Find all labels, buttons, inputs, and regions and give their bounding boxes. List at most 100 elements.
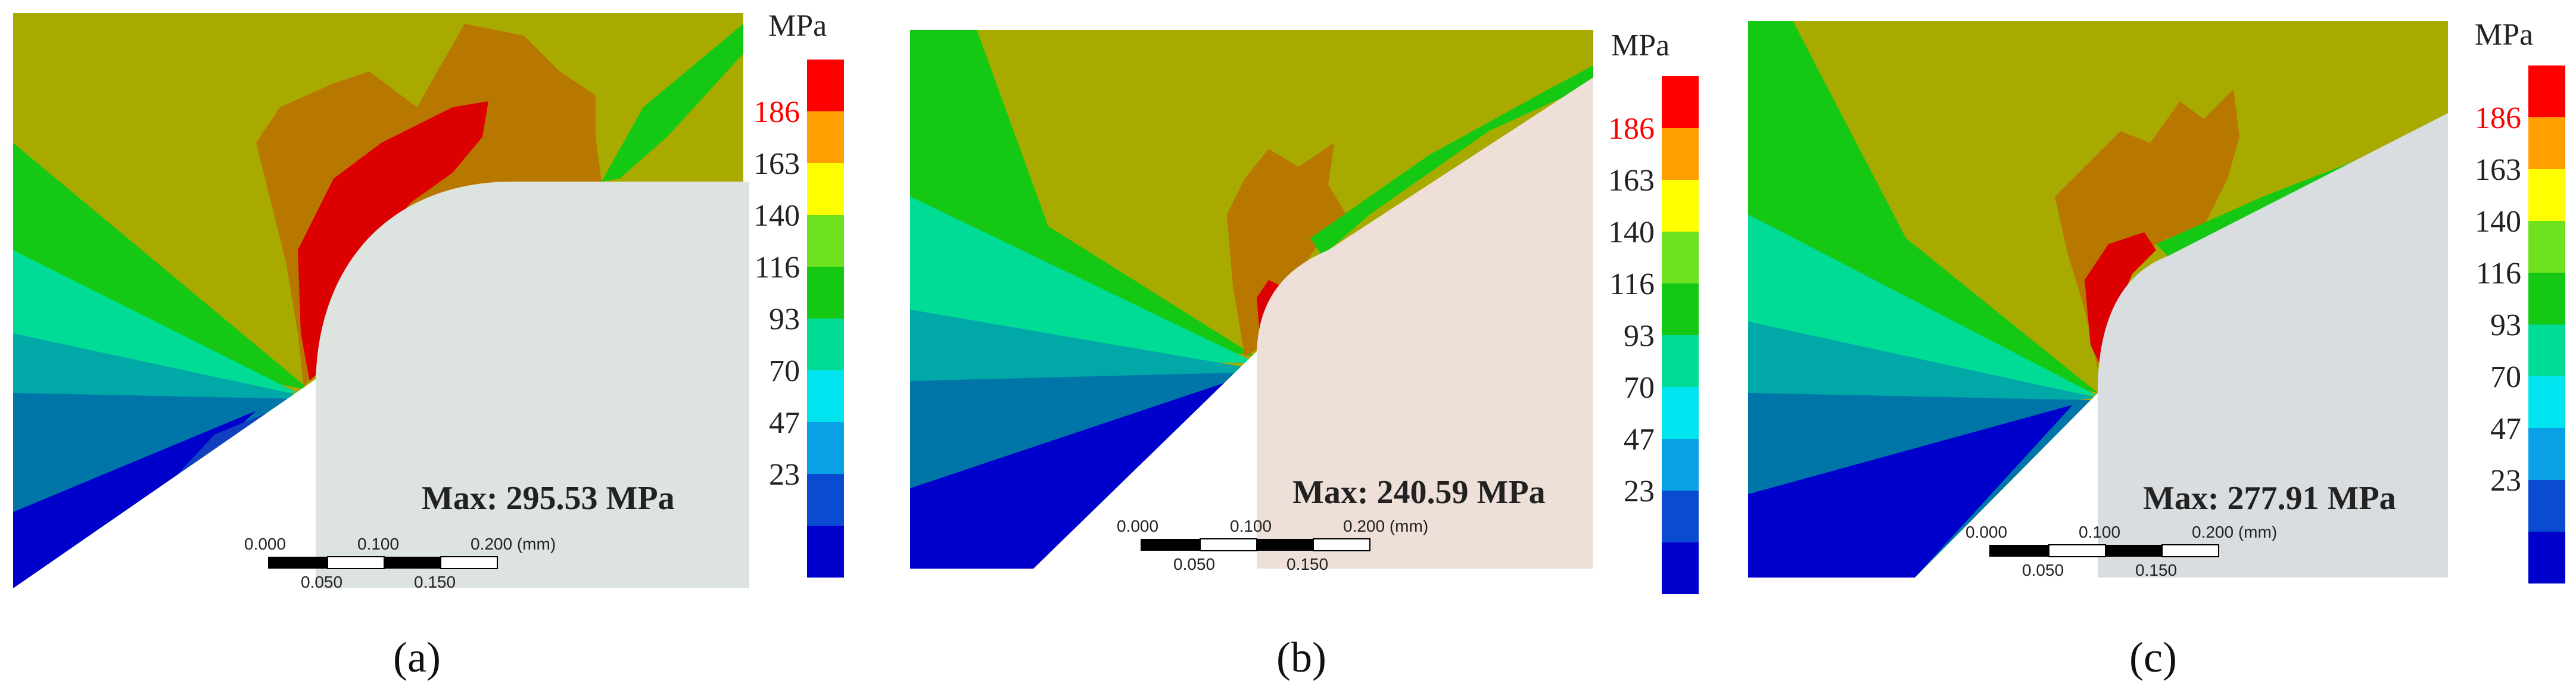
- legend-a-swatch-6: [807, 370, 844, 422]
- legend-a-tick-0: 186: [753, 95, 800, 129]
- stress-bands-b: [910, 30, 1593, 569]
- scalebar-a-top-0: 0.000: [244, 535, 286, 553]
- legend-c-swatch-3: [2528, 221, 2565, 273]
- band-teal-b: [910, 196, 1257, 363]
- legend-b-tick-3: 116: [1609, 267, 1655, 301]
- scalebar-b-top-0: 0.000: [1117, 517, 1158, 535]
- tool-b: [1257, 77, 1593, 569]
- scalebar-b-top-2: 0.200 (mm): [1343, 517, 1428, 535]
- legend-c-tick-5: 70: [2490, 360, 2521, 394]
- legend-a-swatch-4: [807, 267, 844, 319]
- legend-b-tick-4: 93: [1624, 319, 1655, 353]
- legend-c-tick-3: 116: [2476, 257, 2521, 291]
- legend-c-tick-7: 23: [2490, 464, 2521, 498]
- legend-c-swatch-6: [2528, 376, 2565, 428]
- legend-a-tick-7: 23: [769, 458, 800, 492]
- scalebar-b-top-1: 0.100: [1230, 517, 1272, 535]
- scalebar-c-top-1: 0.100: [2079, 523, 2120, 541]
- legend-b-tick-5: 70: [1624, 371, 1655, 405]
- scalebar-a-bot-1: 0.150: [414, 573, 456, 591]
- legend-b-swatch-2: [1662, 180, 1699, 232]
- legend-b-tick-6: 47: [1624, 423, 1655, 457]
- legend-b-swatch-5: [1662, 335, 1699, 387]
- legend-c-swatch-7: [2528, 428, 2565, 480]
- legend-b-tick-1: 163: [1608, 164, 1655, 198]
- band-navy-b: [910, 378, 1239, 569]
- max-label-b: Max: 240.59 MPa: [1292, 474, 1546, 511]
- scalebar-a-bot-0: 0.050: [301, 573, 342, 591]
- scalebar-c-bot-0: 0.050: [2022, 561, 2064, 579]
- panel-a: Max: 295.53 MPa 0.000 0.100 0.200 (mm) 0…: [13, 9, 844, 681]
- legend-c: MPa 186 163 140 116 93 70 47 23: [2475, 18, 2565, 583]
- legend-b-swatch-3: [1662, 232, 1699, 283]
- legend-a-swatch-3: [807, 215, 844, 267]
- legend-b-tick-7: 23: [1624, 475, 1655, 508]
- legend-b-swatch-4: [1662, 283, 1699, 335]
- legend-c-swatch-0: [2528, 65, 2565, 117]
- peak-red-a: [298, 101, 488, 381]
- scalebar-c: 0.000 0.100 0.200 (mm) 0.050 0.150: [1966, 523, 2277, 579]
- caption-a: (a): [393, 634, 441, 681]
- legend-a-swatch-5: [807, 319, 844, 370]
- legend-a-tick-4: 93: [769, 302, 800, 336]
- legend-b-tick-2: 140: [1608, 216, 1655, 249]
- legend-a-unit: MPa: [768, 9, 827, 43]
- scalebar-a: 0.000 0.100 0.200 (mm) 0.050 0.150: [244, 535, 556, 591]
- legend-c-swatch-2: [2528, 169, 2565, 221]
- legend-c-tick-2: 140: [2475, 205, 2521, 239]
- scalebar-c-top-2: 0.200 (mm): [2192, 523, 2277, 541]
- legend-c-swatch-4: [2528, 273, 2565, 324]
- scalebar-b-bot-0: 0.050: [1173, 555, 1215, 573]
- legend-b: MPa 186 163 140 116 93 70 47 23: [1608, 29, 1699, 594]
- legend-a-swatch-1: [807, 111, 844, 163]
- max-label-c: Max: 277.91 MPa: [2143, 480, 2396, 517]
- legend-a-tick-1: 163: [753, 147, 800, 181]
- panel-c: Max: 277.91 MPa 0.000 0.100 0.200 (mm) 0…: [1748, 18, 2565, 681]
- legend-c-tick-0: 186: [2475, 101, 2521, 135]
- legend-a-swatch-0: [807, 60, 844, 111]
- scalebar-b-bot-1: 0.150: [1287, 555, 1328, 573]
- legend-c-tick-4: 93: [2490, 308, 2521, 342]
- scalebar-c-top-0: 0.000: [1966, 523, 2007, 541]
- legend-a-swatch-7: [807, 422, 844, 474]
- scalebar-a-top-1: 0.100: [357, 535, 399, 553]
- legend-c-swatch-1: [2528, 117, 2565, 169]
- legend-b-unit: MPa: [1611, 29, 1669, 63]
- scalebar-a-top-2: 0.200 (mm): [471, 535, 556, 553]
- tool-a: [316, 182, 749, 588]
- scalebar-c-bot-1: 0.150: [2135, 561, 2177, 579]
- legend-a-swatch-9: [807, 526, 844, 578]
- legend-a-tick-3: 116: [755, 251, 800, 285]
- legend-b-swatch-1: [1662, 128, 1699, 180]
- legend-b-swatch-6: [1662, 387, 1699, 439]
- legend-c-swatch-9: [2528, 532, 2565, 583]
- tip-green-b: [1310, 65, 1593, 256]
- legend-b-swatch-9: [1662, 542, 1699, 594]
- caption-b: (b): [1276, 634, 1326, 681]
- legend-c-tick-1: 163: [2475, 153, 2521, 187]
- band-navy-c: [1748, 405, 2073, 578]
- tip-green-a: [602, 24, 743, 182]
- legend-a-tick-2: 140: [753, 199, 800, 233]
- legend-a-swatch-8: [807, 474, 844, 526]
- legend-a-swatch-2: [807, 163, 844, 215]
- panel-b: Max: 240.59 MPa 0.000 0.100 0.200 (mm) 0…: [910, 29, 1699, 681]
- legend-b-swatch-0: [1662, 76, 1699, 128]
- legend-b-tick-0: 186: [1608, 112, 1655, 146]
- legend-c-tick-6: 47: [2490, 412, 2521, 446]
- stress-bands-c: [1748, 21, 2448, 578]
- legend-a: MPa 186 163 140 116 93 70 47 23: [753, 9, 844, 578]
- legend-a-tick-5: 70: [769, 354, 800, 388]
- max-label-a: Max: 295.53 MPa: [422, 480, 675, 517]
- scalebar-b: 0.000 0.100 0.200 (mm) 0.050 0.150: [1117, 517, 1428, 573]
- legend-b-swatch-7: [1662, 439, 1699, 491]
- tool-c: [2098, 113, 2448, 578]
- caption-c: (c): [2129, 634, 2177, 681]
- legend-b-swatch-8: [1662, 491, 1699, 542]
- band-steel-a: [13, 393, 301, 588]
- legend-c-swatch-8: [2528, 480, 2565, 532]
- legend-a-tick-6: 47: [769, 406, 800, 440]
- legend-c-unit: MPa: [2475, 18, 2533, 52]
